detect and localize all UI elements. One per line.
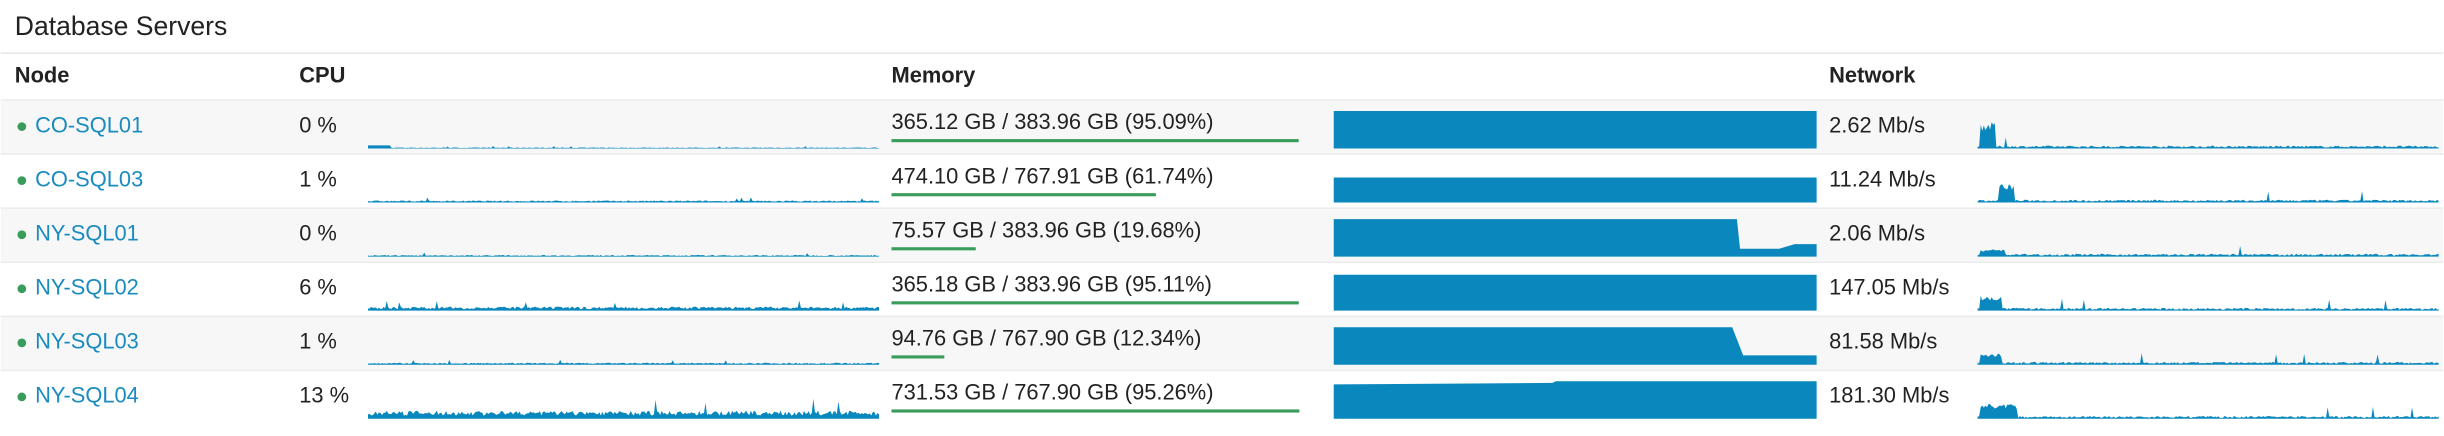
- memory-history: [1333, 327, 1817, 365]
- cpu-sparkline: [367, 359, 879, 365]
- memory-value: 75.57 GB / 383.96 GB (19.68%): [891, 217, 1201, 242]
- network-value: 2.06 Mb/s: [1829, 221, 1925, 246]
- node-link[interactable]: NY-SQL01: [35, 221, 139, 246]
- memory-value: 94.76 GB / 767.90 GB (12.34%): [891, 326, 1201, 351]
- row-bg: [0, 316, 2444, 371]
- network-value: 147.05 Mb/s: [1829, 275, 1949, 300]
- network-sparkline: [1977, 184, 2439, 203]
- network-value: 2.62 Mb/s: [1829, 112, 1925, 137]
- network-value: 181.30 Mb/s: [1829, 383, 1949, 408]
- memory-bar: [891, 193, 1156, 197]
- node-link[interactable]: CO-SQL01: [35, 112, 143, 137]
- row-bg: [0, 100, 2444, 155]
- header-cpu: CPU: [299, 62, 345, 87]
- status-dot: [17, 338, 27, 348]
- node-link[interactable]: NY-SQL03: [35, 329, 139, 354]
- node-link[interactable]: NY-SQL02: [35, 275, 139, 300]
- memory-bar: [891, 409, 1300, 413]
- cpu-value: 0 %: [299, 221, 337, 246]
- node-link[interactable]: NY-SQL04: [35, 383, 139, 408]
- memory-history: [1333, 381, 1817, 419]
- memory-bar: [891, 139, 1299, 143]
- cpu-value: 13 %: [299, 383, 349, 408]
- status-dot: [17, 284, 27, 294]
- network-value: 81.58 Mb/s: [1829, 329, 1937, 354]
- memory-history: [1333, 177, 1817, 203]
- node-link[interactable]: CO-SQL03: [35, 166, 143, 191]
- cpu-sparkline: [367, 300, 879, 311]
- header-network: Network: [1829, 62, 1916, 87]
- status-dot: [17, 230, 27, 240]
- header-node: Node: [15, 62, 70, 87]
- memory-history: [1333, 110, 1817, 149]
- network-sparkline: [1977, 403, 2439, 419]
- rows: CO-SQL01 0 % 365.12 GB / 383.96 GB (95.09%…: [0, 99, 2444, 419]
- network-value: 11.24 Mb/s: [1829, 166, 1936, 191]
- row-bg: [0, 208, 2444, 263]
- cpu-sparkline: [367, 197, 879, 203]
- panel-title: Database Servers: [15, 11, 227, 41]
- memory-value: 731.53 GB / 767.90 GB (95.26%): [891, 380, 1213, 405]
- cpu-sparkline: [367, 252, 879, 257]
- memory-bar: [891, 301, 1299, 305]
- memory-bar: [891, 247, 976, 251]
- cpu-sparkline: [367, 398, 879, 419]
- status-dot: [17, 122, 27, 131]
- memory-value: 474.10 GB / 767.91 GB (61.74%): [891, 163, 1213, 188]
- header-memory: Memory: [891, 62, 976, 87]
- network-sparkline: [1977, 295, 2439, 311]
- status-dot: [17, 176, 27, 186]
- cpu-sparkline: [367, 145, 879, 149]
- network-sparkline: [1977, 353, 2439, 365]
- cpu-value: 0 %: [299, 112, 337, 137]
- cpu-value: 1 %: [299, 329, 337, 354]
- memory-value: 365.18 GB / 383.96 GB (95.11%): [891, 271, 1211, 296]
- status-dot: [17, 392, 27, 402]
- cpu-value: 1 %: [299, 166, 337, 191]
- network-sparkline: [1977, 245, 2439, 257]
- memory-history: [1333, 274, 1817, 311]
- memory-history: [1333, 219, 1817, 257]
- memory-bar: [891, 355, 945, 359]
- memory-value: 365.12 GB / 383.96 GB (95.09%): [891, 109, 1213, 134]
- cpu-value: 6 %: [299, 275, 337, 300]
